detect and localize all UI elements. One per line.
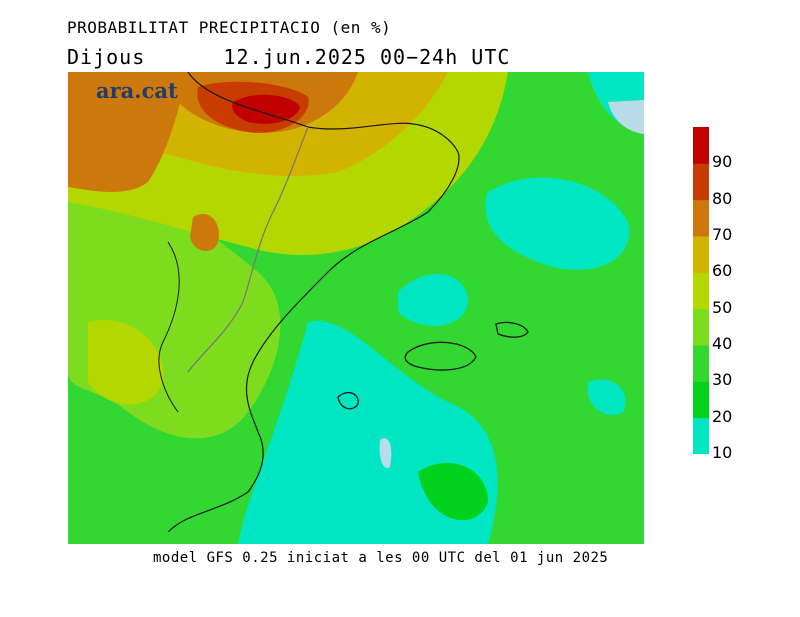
legend-band-7 xyxy=(693,199,709,237)
region-border xyxy=(187,126,309,373)
coastline xyxy=(167,72,460,533)
date-range-label: 12.jun.2025 00−24h UTC xyxy=(223,45,511,69)
sea-mask-northeast xyxy=(608,100,644,134)
watermark-logo: ara.cat xyxy=(96,78,178,103)
legend-tick-label: 90 xyxy=(712,152,733,171)
day-label: Dijous xyxy=(67,45,146,69)
legend-tick-label: 80 xyxy=(712,189,733,208)
legend-band-5 xyxy=(693,272,709,310)
island-mallorca xyxy=(404,341,477,371)
legend-tick-label: 50 xyxy=(712,298,733,317)
low-prob-area-sea-center xyxy=(398,273,468,326)
province-border xyxy=(158,241,180,413)
island-eivissa xyxy=(337,391,359,410)
legend-tick-label: 60 xyxy=(712,261,733,280)
mid-prob-area-sea-bottom xyxy=(418,463,488,521)
legend-band-4 xyxy=(693,308,709,346)
moderate-prob-area-inland xyxy=(88,320,164,405)
color-legend xyxy=(693,127,709,454)
legend-tick-label: 10 xyxy=(712,443,733,462)
sea-mask-island xyxy=(379,438,392,469)
forecast-date: Dijous 12.jun.2025 00−24h UTC xyxy=(67,45,510,69)
legend-band-2 xyxy=(693,381,709,419)
prob-90-area xyxy=(232,94,300,124)
legend-band-3 xyxy=(693,345,709,382)
legend-band-1 xyxy=(693,417,709,454)
island-menorca xyxy=(495,321,529,338)
legend-band-8 xyxy=(693,163,709,201)
prob-80-area-west xyxy=(68,72,188,192)
legend-tick-label: 30 xyxy=(712,370,733,389)
model-note: model GFS 0.25 iniciat a les 00 UTC del … xyxy=(153,550,609,566)
low-prob-area-sea-east xyxy=(485,177,630,270)
chart-title: PROBABILITAT PRECIPITACIO (en %) xyxy=(67,18,392,37)
prob-80-area-spot xyxy=(190,213,219,252)
legend-band-6 xyxy=(693,236,709,273)
legend-tick-label: 40 xyxy=(712,334,733,353)
low-prob-area-sea-right xyxy=(587,379,626,416)
precipitation-map xyxy=(68,72,644,544)
legend-band-9 xyxy=(693,127,709,164)
legend-tick-label: 70 xyxy=(712,225,733,244)
legend-tick-label: 20 xyxy=(712,407,733,426)
